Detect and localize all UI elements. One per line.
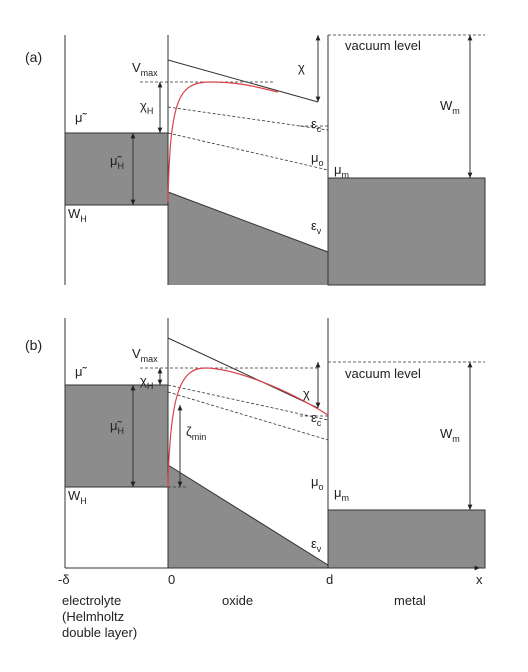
- region-label: (Helmholtz: [62, 609, 124, 624]
- eps-c-sub: c: [317, 418, 322, 428]
- mu-m-sub: m: [342, 493, 350, 503]
- w-h-sub: H: [80, 496, 87, 506]
- eps-v: εv: [311, 536, 322, 554]
- chi-h: χH: [140, 98, 153, 116]
- w-h: WH: [68, 206, 87, 224]
- w-m: Wm: [440, 426, 460, 444]
- line: [167, 337, 319, 409]
- electrolyte-band: [64, 384, 169, 488]
- line: [167, 106, 329, 131]
- eps-v-sub: v: [317, 226, 322, 236]
- w-h-base: W: [68, 488, 81, 503]
- chi: χ: [298, 60, 305, 75]
- vacuum-level: vacuum level: [345, 366, 421, 381]
- v-max-sub: max: [141, 68, 159, 78]
- region-label: electrolyte: [62, 593, 121, 608]
- axis-tick: d: [326, 572, 333, 587]
- mu-m: μm: [334, 162, 349, 180]
- mu-o-base: μ: [311, 474, 319, 489]
- w-m-base: W: [440, 98, 453, 113]
- zeta-min-base: ζ: [186, 424, 192, 439]
- metal-band: [327, 177, 486, 286]
- mu-o-sub: o: [319, 482, 324, 492]
- axis-tick: 0: [168, 572, 175, 587]
- metal-band: [327, 509, 486, 569]
- v-max-base: V: [132, 60, 141, 75]
- w-m-sub: m: [452, 106, 460, 116]
- mu-m-base: μ: [334, 162, 342, 177]
- chi-h-sub: H: [147, 381, 154, 391]
- line: [167, 391, 329, 441]
- axis-tick: -δ: [58, 572, 70, 587]
- chi-h-base: χ: [140, 98, 147, 113]
- eps-v-base: ε: [311, 536, 317, 551]
- mu-m-base: μ: [334, 485, 342, 500]
- v-max-base: V: [132, 346, 141, 361]
- region-label: metal: [394, 593, 426, 608]
- eps-v-base: ε: [311, 218, 317, 233]
- line: [167, 132, 329, 171]
- axis-label: x: [476, 572, 483, 587]
- label: (b): [25, 337, 42, 353]
- zeta-min: ζmin: [186, 424, 206, 442]
- electrolyte-band: [64, 132, 169, 206]
- v-max-sub: max: [141, 354, 159, 364]
- potential-curve: [167, 81, 279, 203]
- mu-tilde-h-sub: H: [118, 426, 125, 436]
- line: [167, 464, 329, 566]
- chi-h: χH: [140, 373, 153, 391]
- eps-c-sub: c: [317, 124, 322, 134]
- w-h-sub: H: [80, 214, 87, 224]
- mu-m-sub: m: [342, 170, 350, 180]
- line: [167, 59, 319, 103]
- mu-o-base: μ: [311, 150, 319, 165]
- mu-tilde-h-sub: H: [118, 161, 125, 171]
- v-max: Vmax: [132, 60, 158, 78]
- chi-h-base: χ: [140, 373, 147, 388]
- chi: χ: [303, 386, 310, 401]
- oxide-valence: [168, 192, 328, 285]
- potential-curve: [167, 367, 329, 488]
- line: [167, 191, 329, 253]
- region-label: oxide: [222, 593, 253, 608]
- zeta-min-sub: min: [192, 432, 207, 442]
- w-m: Wm: [440, 98, 460, 116]
- mu-tilde: μ̃: [75, 110, 87, 125]
- mu-tilde: μ̃: [75, 364, 87, 379]
- w-m-sub: m: [452, 434, 460, 444]
- w-m-base: W: [440, 426, 453, 441]
- mu-o: μo: [311, 474, 324, 492]
- oxide-valence: [168, 465, 328, 568]
- mu-o-sub: o: [319, 158, 324, 168]
- label: (a): [25, 49, 42, 65]
- w-h: WH: [68, 488, 87, 506]
- eps-c-base: ε: [311, 116, 317, 131]
- mu-m: μm: [334, 485, 349, 503]
- line: [167, 384, 329, 421]
- region-label: double layer): [62, 625, 137, 640]
- eps-v-sub: v: [317, 544, 322, 554]
- mu-o: μo: [311, 150, 324, 168]
- eps-c: εc: [311, 116, 322, 134]
- eps-c: εc: [311, 410, 322, 428]
- w-h-base: W: [68, 206, 81, 221]
- eps-v: εv: [311, 218, 322, 236]
- eps-c-base: ε: [311, 410, 317, 425]
- v-max: Vmax: [132, 346, 158, 364]
- vacuum-level: vacuum level: [345, 38, 421, 53]
- chi-h-sub: H: [147, 106, 154, 116]
